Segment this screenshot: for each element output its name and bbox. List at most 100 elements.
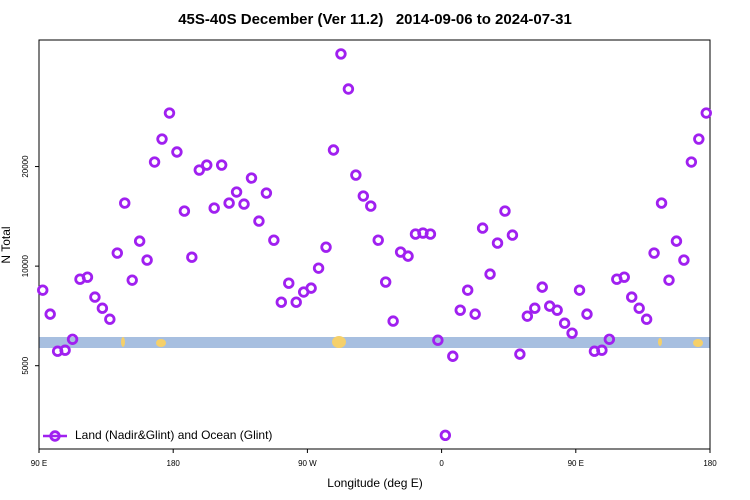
- data-point: [626, 291, 638, 303]
- x-tick-label: 0: [439, 459, 444, 468]
- data-point: [350, 169, 362, 181]
- data-point: [469, 308, 481, 320]
- data-point: [245, 172, 258, 184]
- data-point: [506, 229, 519, 241]
- x-axis-label: Longitude (deg E): [327, 476, 422, 490]
- data-point: [111, 247, 123, 259]
- data-point: [275, 296, 288, 308]
- data-point: [700, 107, 712, 119]
- data-point: [424, 228, 437, 240]
- data-point: [238, 198, 250, 210]
- x-tick-label: 90 E: [568, 459, 584, 468]
- data-point: [633, 302, 645, 314]
- data-point: [514, 348, 526, 360]
- data-point: [402, 250, 414, 262]
- data-point: [59, 344, 71, 356]
- data-point: [320, 241, 332, 253]
- land-patch: [693, 339, 703, 347]
- data-point: [215, 159, 228, 171]
- data-point: [335, 48, 347, 60]
- data-point: [499, 205, 511, 217]
- data-point: [171, 146, 183, 158]
- data-point: [253, 215, 265, 227]
- x-tick-label: 90 W: [298, 459, 317, 468]
- data-point: [186, 251, 198, 263]
- data-point: [603, 333, 616, 345]
- chart-title: 45S-40S December (Ver 11.2) 2014-09-06 t…: [178, 11, 572, 28]
- data-point: [89, 291, 101, 303]
- data-point: [596, 344, 608, 356]
- land-patch: [156, 339, 166, 347]
- data-point: [372, 234, 384, 246]
- data-point: [193, 164, 205, 176]
- legend-label: Land (Nadir&Glint) and Ocean (Glint): [75, 428, 272, 442]
- y-tick-label: 20000: [21, 155, 30, 178]
- data-point: [230, 186, 243, 198]
- data-point: [618, 271, 630, 283]
- data-point: [447, 350, 459, 362]
- y-axis-label: N Total: [0, 226, 13, 263]
- map-strip: [39, 336, 710, 348]
- data-point: [178, 205, 191, 217]
- plot-frame: [38, 39, 711, 450]
- data-point: [685, 156, 698, 168]
- data-point: [439, 429, 452, 442]
- data-point: [357, 190, 370, 202]
- data-point: [678, 254, 690, 266]
- data-point: [379, 276, 392, 288]
- data-point: [640, 313, 653, 325]
- data-point: [141, 254, 153, 266]
- data-point: [558, 317, 571, 329]
- x-tick-label: 180: [703, 459, 717, 468]
- data-point: [476, 222, 489, 234]
- x-tick-label: 90 E: [31, 459, 47, 468]
- data-point: [663, 274, 675, 286]
- x-tick-label: 180: [167, 459, 181, 468]
- data-point: [327, 144, 340, 156]
- land-patch: [121, 337, 125, 347]
- data-point: [536, 281, 548, 293]
- land-patch: [332, 336, 346, 348]
- data-point: [484, 268, 496, 280]
- data-point: [133, 235, 146, 247]
- data-point: [260, 187, 273, 199]
- data-point: [454, 304, 466, 316]
- data-point: [268, 234, 280, 246]
- data-point: [163, 107, 176, 119]
- data-point: [156, 133, 168, 145]
- data-point: [148, 156, 161, 168]
- data-point: [37, 284, 49, 296]
- data-point: [566, 327, 578, 339]
- data-point: [387, 315, 399, 327]
- data-point: [521, 310, 534, 322]
- y-tick-label: 5000: [21, 356, 30, 374]
- data-point: [96, 302, 109, 314]
- data-point: [305, 282, 317, 294]
- data-point: [81, 271, 94, 283]
- ocean-strip: [39, 337, 710, 348]
- data-point: [693, 133, 705, 145]
- data-point: [283, 277, 295, 289]
- data-point: [491, 237, 504, 249]
- data-point: [551, 304, 563, 316]
- data-point: [66, 333, 79, 345]
- land-patch: [658, 338, 662, 346]
- data-point: [432, 334, 444, 346]
- data-point: [104, 313, 116, 325]
- data-point: [342, 83, 355, 95]
- data-point: [119, 197, 131, 209]
- data-point: [201, 159, 213, 171]
- data-point: [44, 308, 56, 320]
- data-point: [648, 247, 660, 259]
- legend-marker: [49, 430, 61, 442]
- data-point: [573, 284, 586, 296]
- data-point: [365, 200, 377, 212]
- y-tick-label: 10000: [21, 254, 30, 277]
- data-point: [208, 202, 220, 214]
- data-point: [529, 302, 541, 314]
- data-point: [223, 197, 235, 209]
- data-point: [290, 296, 302, 308]
- data-point: [581, 308, 593, 320]
